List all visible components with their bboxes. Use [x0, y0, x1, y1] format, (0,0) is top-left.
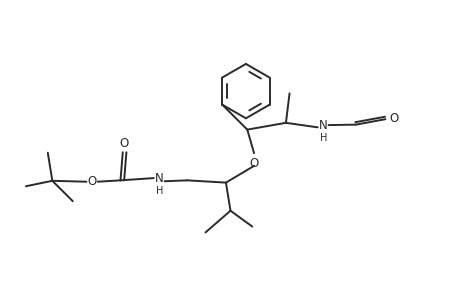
Text: O: O [88, 175, 97, 188]
Text: N: N [318, 118, 327, 132]
Text: O: O [119, 137, 129, 150]
Text: H: H [320, 133, 327, 143]
Text: O: O [388, 112, 397, 125]
Text: H: H [156, 186, 163, 196]
Text: N: N [154, 172, 163, 184]
Text: O: O [249, 157, 258, 169]
